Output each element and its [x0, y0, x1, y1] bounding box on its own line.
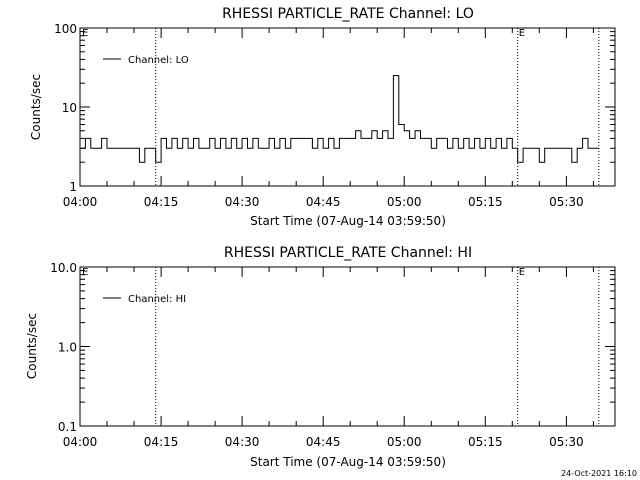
- chart-panel-hi: RHESSI PARTICLE_RATE Channel: HI Counts/…: [25, 245, 616, 469]
- x-tick-label-lo: 04:30: [225, 195, 260, 209]
- x-axis-label-hi: Start Time (07-Aug-14 03:59:50): [250, 455, 446, 469]
- y-axis-ticks-lo: 1 10 100: [54, 22, 615, 194]
- y-tick-label-lo: 1: [69, 180, 77, 194]
- x-tick-label-hi: 04:30: [225, 435, 260, 449]
- event-markers-hi: E: [155, 267, 600, 426]
- x-tick-label-lo: 05:30: [549, 195, 584, 209]
- footer-timestamp: 24-Oct-2021 16:10: [561, 469, 637, 478]
- y-tick-label-hi: 10.0: [50, 261, 77, 275]
- x-axis-ticks-lo: 04:00 04:15 04:30 04:45 05:00 05:15 05:30: [63, 28, 594, 209]
- x-axis-ticks-hi: 04:00 04:15 04:30 04:45 05:00 05:15 05:30: [63, 267, 594, 449]
- x-tick-label-hi: 05:15: [468, 435, 503, 449]
- series-line-lo: [80, 75, 599, 163]
- x-tick-label-hi: 04:45: [306, 435, 341, 449]
- y-tick-label-lo: 10: [62, 101, 77, 115]
- chart-title-lo: RHESSI PARTICLE_RATE Channel: LO: [222, 6, 474, 22]
- edge-label-hi: E: [82, 267, 88, 278]
- y-tick-label-lo: 100: [54, 22, 77, 36]
- series-lo: [80, 75, 599, 163]
- x-tick-label-lo: 05:15: [468, 195, 503, 209]
- event-markers-lo: E: [155, 28, 600, 186]
- event-marker-label-hi: E: [519, 267, 525, 278]
- x-axis-label-lo: Start Time (07-Aug-14 03:59:50): [250, 214, 446, 228]
- x-tick-label-hi: 04:15: [144, 435, 179, 449]
- edge-label-lo: E: [82, 28, 88, 39]
- x-tick-label-lo: 04:45: [306, 195, 341, 209]
- x-tick-label-lo: 04:00: [63, 195, 98, 209]
- y-axis-ticks-hi: 0.1 1.0 10.0: [50, 261, 615, 434]
- x-tick-label-lo: 04:15: [144, 195, 179, 209]
- chart-title-hi: RHESSI PARTICLE_RATE Channel: HI: [224, 245, 472, 261]
- x-tick-label-hi: 04:00: [63, 435, 98, 449]
- y-tick-label-hi: 0.1: [58, 420, 77, 434]
- x-tick-label-lo: 05:00: [387, 195, 422, 209]
- chart-panel-lo: RHESSI PARTICLE_RATE Channel: LO Counts/…: [29, 6, 616, 228]
- y-axis-label-lo: Counts/sec: [29, 74, 43, 140]
- plot-frame-hi: [79, 266, 616, 427]
- y-axis-label-hi: Counts/sec: [25, 313, 39, 379]
- legend-label-lo: Channel: LO: [128, 55, 189, 66]
- event-marker-label-lo: E: [519, 28, 525, 39]
- legend-label-hi: Channel: HI: [128, 294, 186, 305]
- y-tick-label-hi: 1.0: [58, 341, 77, 355]
- x-tick-label-hi: 05:30: [549, 435, 584, 449]
- x-tick-label-hi: 05:00: [387, 435, 422, 449]
